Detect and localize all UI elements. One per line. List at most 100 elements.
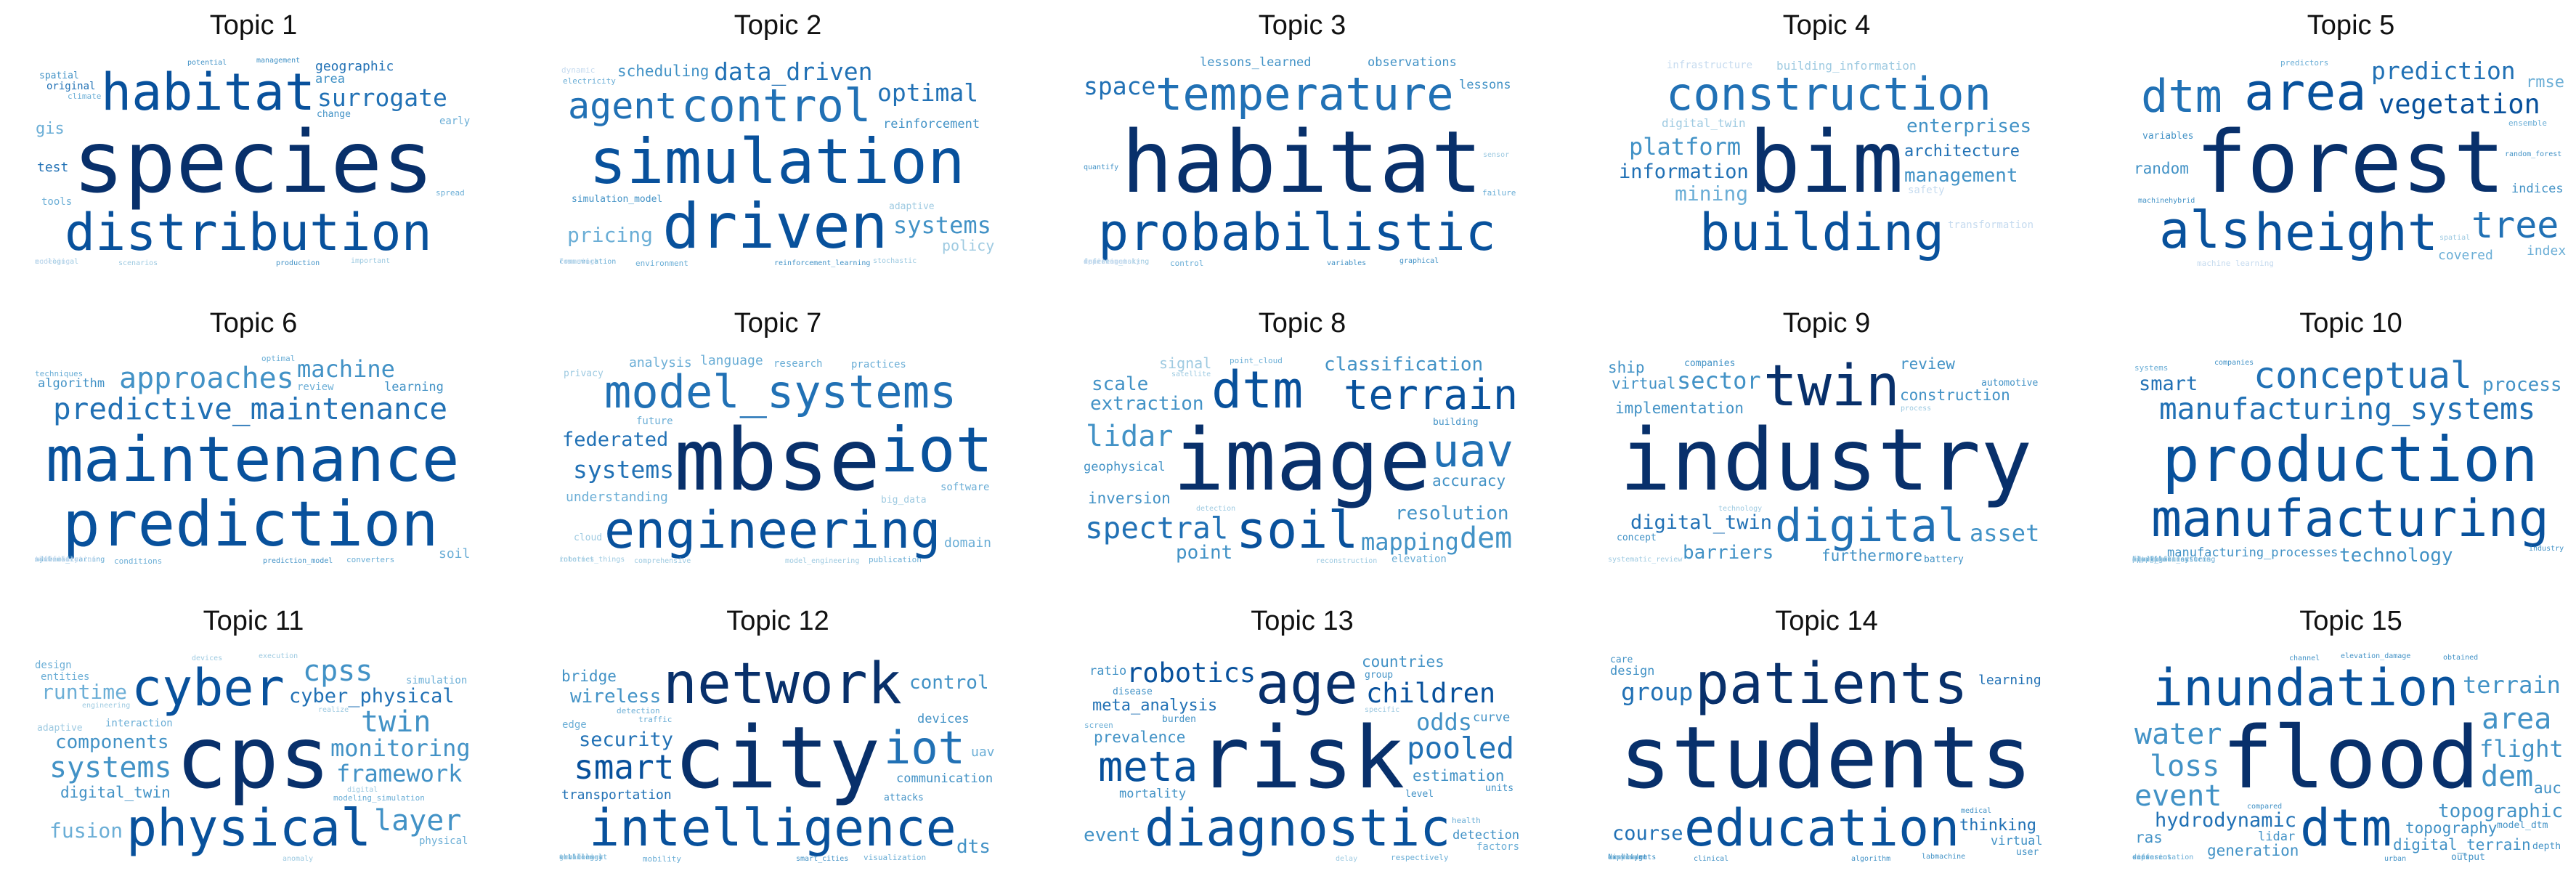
cloud-word: environment bbox=[635, 259, 688, 267]
cloud-word: integration bbox=[2132, 556, 2181, 564]
cloud-word: soil bbox=[1236, 500, 1359, 560]
cloud-word: potential bbox=[187, 59, 227, 67]
word-cloud: students patients education group thinking co… bbox=[1608, 652, 2044, 863]
cloud-word: space bbox=[1084, 72, 1156, 100]
cloud-word: implementation bbox=[1615, 400, 1744, 417]
topic-panel: Topic 12 city network intelligence smart iot s… bbox=[542, 596, 1014, 886]
cloud-word: medical bbox=[1961, 807, 1992, 815]
cloud-word: virtual bbox=[1991, 834, 2043, 848]
word-cloud: cps physical cyber cyber_physical monitoring… bbox=[35, 652, 471, 863]
cloud-word: technology bbox=[2339, 545, 2453, 565]
word-cloud: production manufacturing manufacturing_sys… bbox=[2132, 354, 2568, 565]
cloud-word: artificial bbox=[559, 854, 604, 861]
topic-title: Topic 9 bbox=[1782, 308, 1871, 338]
cloud-word: edge bbox=[562, 719, 587, 731]
cloud-word: terrain bbox=[1344, 371, 1519, 419]
cloud-word: sector bbox=[1677, 367, 1761, 394]
cloud-word: design bbox=[35, 660, 72, 671]
cloud-word: mortality bbox=[1119, 787, 1187, 801]
cloud-word: equipment bbox=[2132, 556, 2172, 564]
cloud-word: systems bbox=[573, 455, 675, 484]
topic-panel: Topic 6 maintenance prediction predictive_m… bbox=[17, 298, 489, 588]
cloud-word: advanced bbox=[35, 556, 70, 564]
cloud-word: software bbox=[940, 482, 990, 493]
cloud-word: services bbox=[2132, 556, 2168, 564]
cloud-word: generation bbox=[2207, 842, 2299, 859]
cloud-word: federated bbox=[562, 429, 669, 451]
cloud-word: loss bbox=[2150, 750, 2220, 783]
cloud-word: privacy bbox=[564, 368, 604, 379]
cloud-word: forest bbox=[2195, 112, 2506, 212]
cloud-word: variables bbox=[2142, 131, 2194, 142]
cloud-word: technology bbox=[1718, 505, 1763, 513]
cloud-word: management bbox=[1904, 165, 2018, 187]
cloud-word: odds bbox=[1416, 708, 1473, 736]
cloud-word: battery bbox=[1924, 554, 1964, 565]
word-cloud: risk age diagnostic children robotics meta poo… bbox=[1084, 652, 1519, 863]
topic-title: Topic 5 bbox=[2307, 10, 2395, 41]
cloud-word: countries bbox=[1362, 653, 1445, 670]
topic-panel: Topic 13 risk age diagnostic children robotic… bbox=[1066, 596, 1538, 886]
cloud-word: data_driven bbox=[714, 57, 873, 86]
cloud-word: digital bbox=[347, 786, 378, 794]
cloud-word: approaches bbox=[119, 362, 294, 395]
cloud-word: health bbox=[1452, 816, 1481, 825]
cloud-word: industry bbox=[2529, 545, 2564, 553]
cloud-word: bridge bbox=[561, 668, 617, 685]
cloud-word: scale bbox=[1092, 373, 1149, 395]
cloud-word: virtual bbox=[1612, 375, 1676, 392]
cloud-word: manufacturing_systems bbox=[2159, 392, 2536, 426]
cloud-word: respectively bbox=[1391, 853, 1449, 862]
cloud-word: framework bbox=[559, 258, 599, 266]
cloud-word: building bbox=[1699, 203, 1945, 262]
cloud-word: approximately bbox=[1084, 258, 1141, 266]
cloud-word: visualization bbox=[864, 853, 927, 862]
cloud-word: interaction bbox=[105, 718, 173, 729]
cloud-word: smart bbox=[574, 747, 675, 787]
cloud-word: dynamic bbox=[561, 65, 596, 75]
cloud-word: surrogate bbox=[317, 84, 447, 112]
cloud-word: simulation bbox=[589, 126, 965, 198]
cloud-word: blockchain bbox=[2132, 556, 2177, 564]
cloud-word: lessons bbox=[1608, 854, 1639, 861]
cloud-word: generation bbox=[559, 854, 604, 861]
cloud-word: simulation bbox=[406, 675, 468, 686]
cloud-word: communication bbox=[559, 258, 617, 266]
topic-title: Topic 1 bbox=[209, 10, 298, 41]
cloud-word: geographic bbox=[315, 59, 394, 74]
topic-title: Topic 6 bbox=[209, 308, 298, 338]
word-cloud: bim building construction architecture infor… bbox=[1608, 57, 2044, 267]
cloud-word: compared bbox=[2247, 803, 2283, 811]
cloud-word: automotive bbox=[1981, 378, 2039, 389]
cloud-word: gis bbox=[36, 120, 65, 138]
cloud-word: auc bbox=[2534, 779, 2561, 797]
cloud-word: traffic bbox=[638, 715, 673, 724]
cloud-word: change bbox=[317, 109, 351, 120]
topic-title: Topic 2 bbox=[734, 10, 822, 41]
cloud-word: iot bbox=[884, 721, 965, 774]
cloud-word: flood bbox=[2222, 707, 2480, 808]
cloud-word: modeling_simulation bbox=[333, 793, 425, 803]
cloud-word: control bbox=[1170, 259, 1204, 267]
cloud-word: different bbox=[2132, 854, 2172, 861]
cloud-word: layer bbox=[374, 804, 462, 838]
cloud-word: uav bbox=[971, 745, 995, 760]
cloud-word: resilience bbox=[1084, 258, 1128, 266]
cloud-word: optimal bbox=[261, 354, 296, 363]
word-cloud: habitat probabilistic temperature space less… bbox=[1084, 57, 1519, 267]
cloud-word: learning bbox=[384, 380, 444, 394]
cloud-word: delay bbox=[1336, 855, 1358, 863]
topic-title: Topic 15 bbox=[2299, 606, 2402, 636]
cloud-word: ship bbox=[1608, 359, 1645, 376]
cloud-word: machine_learning bbox=[2197, 259, 2274, 267]
cloud-word: driven bbox=[662, 190, 888, 263]
cloud-word: spatial bbox=[39, 70, 79, 81]
cloud-word: industry bbox=[1620, 410, 2033, 510]
cloud-word: estimation bbox=[1413, 767, 1505, 784]
cloud-word: comprehensive bbox=[634, 557, 691, 565]
topic-title: Topic 11 bbox=[203, 606, 304, 636]
cloud-word: algorithm bbox=[38, 376, 105, 391]
topic-panel: Topic 1 species distribution habitat surroga… bbox=[17, 0, 489, 291]
cloud-word: lessons bbox=[1459, 78, 1511, 92]
cloud-word: deep bbox=[1608, 854, 1626, 861]
